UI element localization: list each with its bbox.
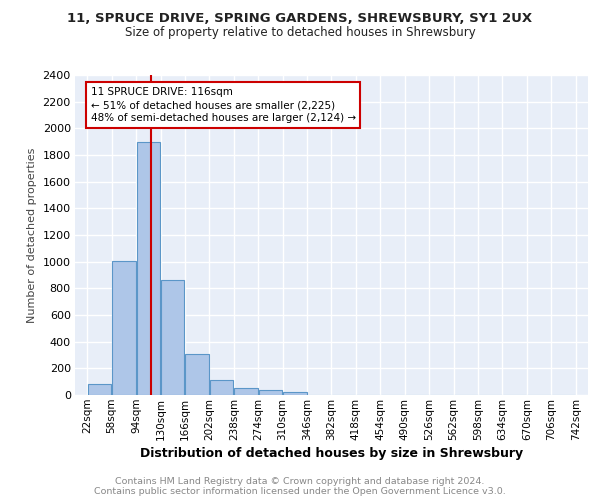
Bar	[234, 388, 258, 395]
X-axis label: Distribution of detached houses by size in Shrewsbury: Distribution of detached houses by size …	[140, 447, 523, 460]
Bar	[259, 390, 282, 395]
Bar	[283, 392, 307, 395]
Text: 11, SPRUCE DRIVE, SPRING GARDENS, SHREWSBURY, SY1 2UX: 11, SPRUCE DRIVE, SPRING GARDENS, SHREWS…	[67, 12, 533, 26]
Text: Contains HM Land Registry data © Crown copyright and database right 2024.
Contai: Contains HM Land Registry data © Crown c…	[94, 476, 506, 496]
Y-axis label: Number of detached properties: Number of detached properties	[27, 148, 37, 322]
Text: Size of property relative to detached houses in Shrewsbury: Size of property relative to detached ho…	[125, 26, 475, 39]
Bar	[137, 142, 160, 395]
Text: 11 SPRUCE DRIVE: 116sqm
← 51% of detached houses are smaller (2,225)
48% of semi: 11 SPRUCE DRIVE: 116sqm ← 51% of detache…	[91, 87, 356, 124]
Bar	[161, 280, 184, 395]
Bar	[112, 261, 136, 395]
Bar	[210, 380, 233, 395]
Bar	[185, 354, 209, 395]
Bar	[88, 384, 111, 395]
